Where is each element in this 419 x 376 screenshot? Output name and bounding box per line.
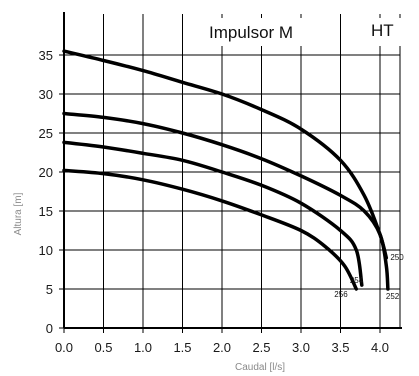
y-tick-label: 0 [46, 321, 53, 336]
tick-labels: 0.0 0.5 1.0 1.5 2.0 2.5 3.0 3.5 4.0 0 5 10 15 20 25 30 3… [39, 48, 390, 355]
subtitle-background [359, 18, 401, 46]
x-tick-label: 0.5 [94, 340, 112, 355]
x-tick-label: 1.0 [134, 340, 152, 355]
curve-label-252: 252 [386, 292, 400, 301]
y-tick-label: 30 [39, 87, 53, 102]
curve-250 [62, 49, 389, 260]
y-tick-label: 25 [39, 126, 53, 141]
x-tick-label: 4.0 [371, 340, 389, 355]
x-axis-title: Caudal [l/s] [235, 362, 285, 373]
chart-subtitle: HT [371, 21, 394, 40]
y-tick-label: 20 [39, 165, 53, 180]
x-tick-label: 2.0 [213, 340, 231, 355]
y-tick-label: 10 [39, 243, 53, 258]
chart-title: Impulsor M [209, 23, 293, 42]
y-tick-label: 5 [46, 282, 53, 297]
x-tick-label: 3.5 [331, 340, 349, 355]
curve-label-256: 256 [334, 290, 348, 299]
curve-256 [62, 168, 359, 291]
curves [62, 49, 390, 291]
x-tick-label: 0.0 [55, 340, 73, 355]
x-tick-label: 3.0 [292, 340, 310, 355]
curve-254 [62, 140, 364, 287]
x-tick-label: 2.5 [252, 340, 270, 355]
title-background [196, 18, 318, 46]
y-tick-label: 35 [39, 48, 53, 63]
curve-252 [62, 111, 390, 291]
curve-label-250: 250 [390, 253, 404, 262]
y-axis-title: Altura [m] [13, 192, 24, 235]
y-tick-label: 15 [39, 204, 53, 219]
x-tick-label: 1.5 [173, 340, 191, 355]
curve-label-254: 254 [350, 276, 364, 285]
